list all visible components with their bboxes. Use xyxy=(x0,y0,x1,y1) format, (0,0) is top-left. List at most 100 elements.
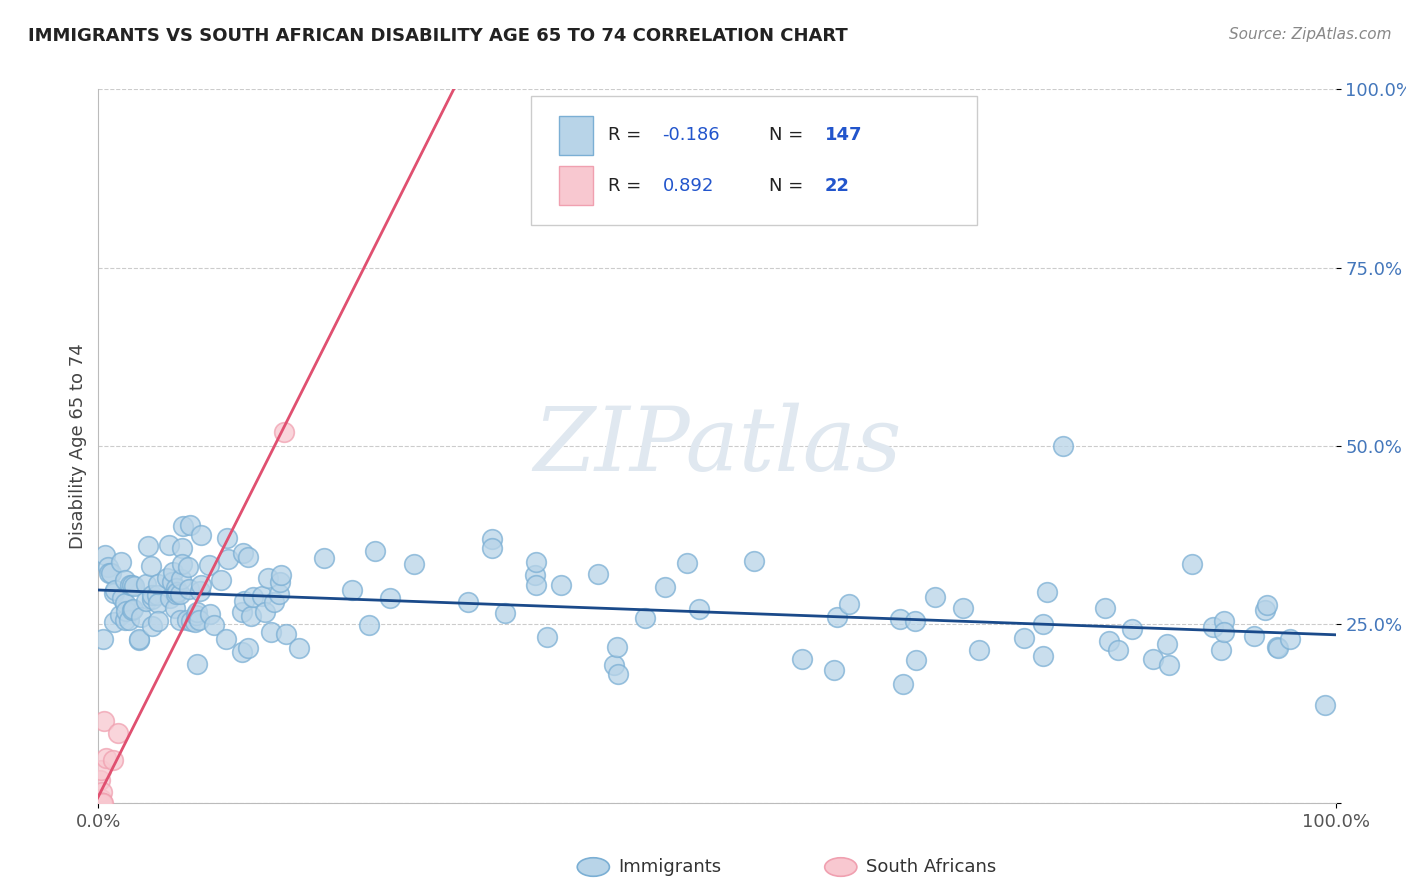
Point xyxy=(1213,624,1236,639)
Text: IMMIGRANTS VS SOUTH AFRICAN DISABILITY AGE 65 TO 74 CORRELATION CHART: IMMIGRANTS VS SOUTH AFRICAN DISABILITY A… xyxy=(28,27,848,45)
Point xyxy=(1313,698,1336,712)
Point xyxy=(481,541,503,556)
Point xyxy=(156,571,179,585)
Point xyxy=(1036,584,1059,599)
Point xyxy=(742,554,765,568)
Point xyxy=(263,595,285,609)
Point xyxy=(288,640,311,655)
Point xyxy=(179,517,201,532)
Point xyxy=(606,667,628,681)
Point xyxy=(269,574,291,589)
Point xyxy=(135,593,157,607)
Point xyxy=(198,558,221,573)
Point xyxy=(1202,619,1225,633)
Point xyxy=(110,555,132,569)
Bar xyxy=(558,166,593,205)
Point xyxy=(239,609,262,624)
Point xyxy=(823,663,845,677)
Point xyxy=(524,578,547,592)
Point xyxy=(1265,640,1288,654)
Point xyxy=(402,558,425,572)
Point xyxy=(364,544,387,558)
Point xyxy=(380,591,402,605)
Point xyxy=(1156,637,1178,651)
Point xyxy=(312,551,335,566)
Point xyxy=(180,614,202,628)
Point xyxy=(128,632,150,646)
Bar xyxy=(558,116,593,155)
Point xyxy=(129,609,152,624)
Point xyxy=(93,632,115,646)
Point xyxy=(111,591,134,605)
Point xyxy=(96,751,118,765)
Point xyxy=(250,589,273,603)
Point xyxy=(89,796,111,810)
Point xyxy=(1211,643,1233,657)
Text: 0.892: 0.892 xyxy=(662,177,714,194)
Point xyxy=(165,581,187,595)
Point xyxy=(1032,617,1054,632)
Text: 147: 147 xyxy=(825,127,862,145)
Point xyxy=(115,604,138,618)
Point xyxy=(90,763,112,777)
Point xyxy=(176,613,198,627)
Point xyxy=(254,605,277,619)
Point xyxy=(122,601,145,615)
Point xyxy=(190,577,212,591)
Point xyxy=(100,566,122,580)
FancyBboxPatch shape xyxy=(531,96,977,225)
Point xyxy=(1267,641,1289,656)
Point xyxy=(159,591,181,605)
Point xyxy=(242,590,264,604)
Circle shape xyxy=(578,858,609,876)
Y-axis label: Disability Age 65 to 74: Disability Age 65 to 74 xyxy=(69,343,87,549)
Point xyxy=(481,532,503,546)
Point xyxy=(110,607,132,622)
Point xyxy=(121,578,143,592)
Point xyxy=(273,425,295,439)
Point xyxy=(177,582,200,597)
Text: -0.186: -0.186 xyxy=(662,127,720,145)
Point xyxy=(256,571,278,585)
Point xyxy=(1279,632,1302,646)
Point xyxy=(340,582,363,597)
Point xyxy=(550,578,572,592)
Text: N =: N = xyxy=(769,177,808,194)
Point xyxy=(166,584,188,599)
Point xyxy=(128,633,150,648)
Point xyxy=(202,617,225,632)
Point xyxy=(89,796,111,810)
Point xyxy=(198,607,221,622)
Point xyxy=(157,538,180,552)
Point xyxy=(114,573,136,587)
Point xyxy=(1107,643,1129,657)
Point xyxy=(457,595,479,609)
Point xyxy=(1181,557,1204,571)
Circle shape xyxy=(825,858,856,876)
Point xyxy=(1142,652,1164,666)
Point xyxy=(87,796,110,810)
Text: 22: 22 xyxy=(825,177,849,194)
Point xyxy=(209,574,232,588)
Point xyxy=(952,601,974,615)
Point xyxy=(190,528,212,542)
Point xyxy=(967,643,990,657)
Point xyxy=(148,577,170,591)
Point xyxy=(107,726,129,740)
Text: N =: N = xyxy=(769,127,808,145)
Point xyxy=(114,613,136,627)
Point xyxy=(267,587,290,601)
Point xyxy=(118,578,141,592)
Text: ZIPatlas: ZIPatlas xyxy=(533,402,901,490)
Point xyxy=(232,546,254,560)
Point xyxy=(101,754,124,768)
Point xyxy=(90,792,112,806)
Point xyxy=(165,587,187,601)
Point xyxy=(87,796,110,810)
Point xyxy=(1032,649,1054,664)
Text: Immigrants: Immigrants xyxy=(619,858,721,876)
Point xyxy=(93,714,115,729)
Point xyxy=(238,641,260,656)
Point xyxy=(148,614,170,628)
Point xyxy=(891,677,914,691)
